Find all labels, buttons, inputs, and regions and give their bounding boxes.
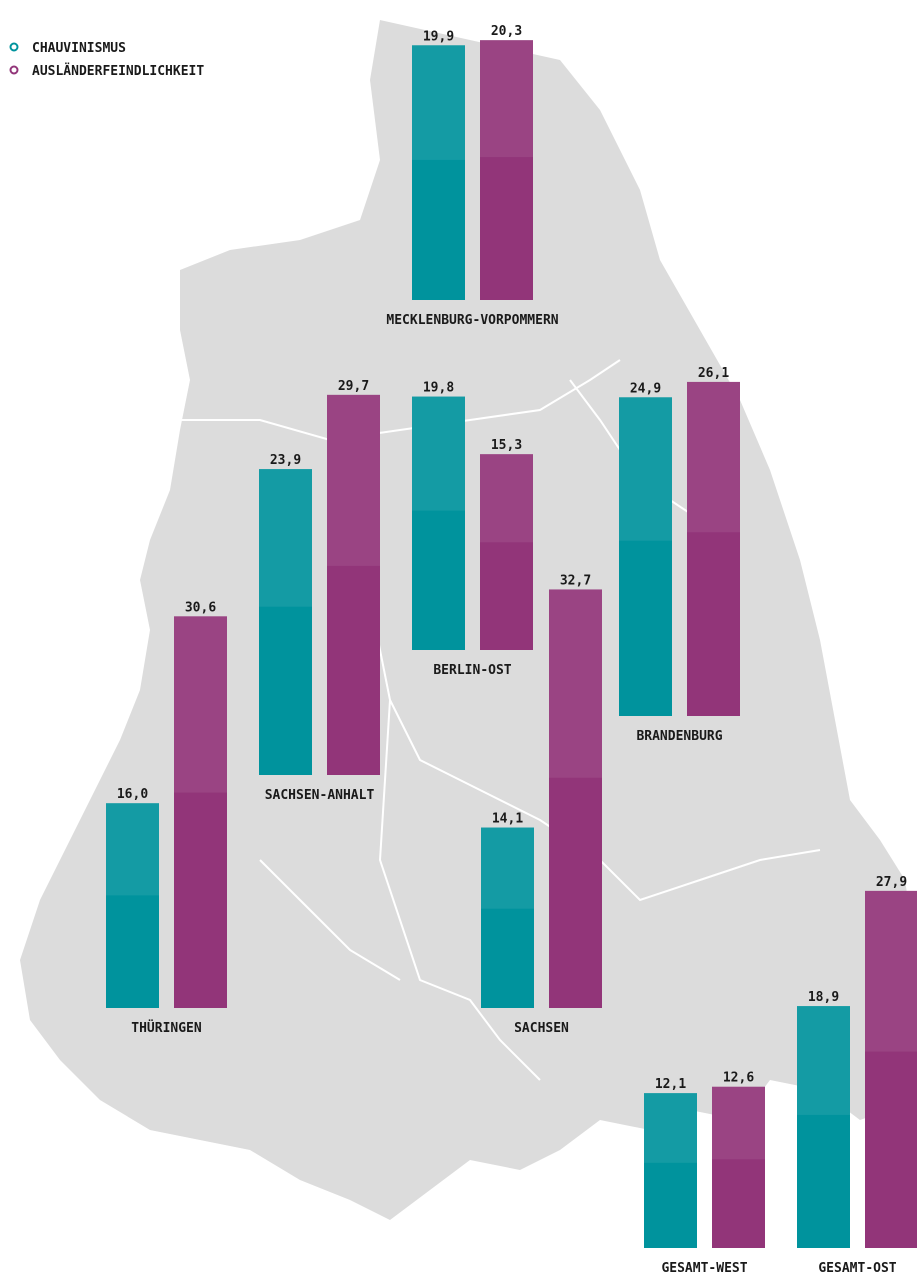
category-label: MECKLENBURG-VORPOMMERN [386, 313, 558, 328]
bar [480, 40, 533, 300]
value-label: 19,8 [423, 381, 454, 396]
bar [480, 454, 533, 650]
category-label: SACHSEN-ANHALT [265, 788, 375, 803]
bar [712, 1086, 765, 1248]
bar [687, 381, 740, 716]
bar-highlight [549, 589, 602, 778]
legend-label: AUSLÄNDERFEINDLICHKEIT [32, 63, 204, 79]
bar [174, 616, 227, 1008]
category-label: BRANDENBURG [636, 729, 722, 744]
bar-highlight [174, 616, 227, 793]
bar [797, 1006, 850, 1248]
legend-marker [9, 65, 19, 75]
category-label: GESAMT-WEST [661, 1261, 747, 1276]
value-label: 30,6 [185, 600, 216, 615]
value-label: 18,9 [808, 990, 839, 1005]
value-label: 12,1 [655, 1077, 686, 1092]
value-label: 26,1 [698, 366, 729, 381]
value-label: 20,3 [491, 24, 522, 39]
bar [327, 394, 380, 775]
value-label: 32,7 [560, 573, 591, 588]
value-label: 27,9 [876, 875, 907, 890]
bar-highlight [865, 890, 917, 1052]
category-label: SACHSEN [514, 1021, 569, 1036]
bar-highlight [259, 469, 312, 607]
bar-highlight [412, 45, 465, 160]
bar-highlight [480, 40, 533, 158]
bar-highlight [106, 803, 159, 896]
legend-label: CHAUVINISMUS [32, 41, 126, 56]
bar [481, 827, 534, 1008]
legend-marker [9, 42, 19, 52]
bar [106, 803, 159, 1008]
value-label: 16,0 [117, 787, 148, 802]
bar [865, 890, 917, 1248]
map-background [20, 20, 917, 1220]
bar-highlight [412, 396, 465, 511]
bar-highlight [797, 1006, 850, 1115]
legend: CHAUVINISMUS AUSLÄNDERFEINDLICHKEIT [9, 41, 204, 79]
value-label: 15,3 [491, 438, 522, 453]
bar [412, 45, 465, 300]
value-label: 19,9 [423, 29, 454, 44]
bar [644, 1093, 697, 1248]
bar-highlight [480, 454, 533, 543]
value-label: 29,7 [338, 379, 369, 394]
bar [412, 396, 465, 650]
value-label: 14,1 [492, 812, 523, 827]
bar [619, 397, 672, 716]
value-label: 23,9 [270, 453, 301, 468]
category-label: BERLIN-OST [433, 663, 511, 678]
bar-highlight [327, 394, 380, 566]
value-label: 12,6 [723, 1071, 754, 1086]
value-label: 24,9 [630, 381, 661, 396]
bar-highlight [481, 827, 534, 909]
bar-highlight [619, 397, 672, 541]
bar-highlight [687, 381, 740, 533]
bar-highlight [712, 1086, 765, 1160]
bar [549, 589, 602, 1008]
category-label: GESAMT-OST [818, 1261, 896, 1276]
bar [259, 469, 312, 775]
category-label: THÜRINGEN [131, 1020, 202, 1036]
bar-highlight [644, 1093, 697, 1163]
